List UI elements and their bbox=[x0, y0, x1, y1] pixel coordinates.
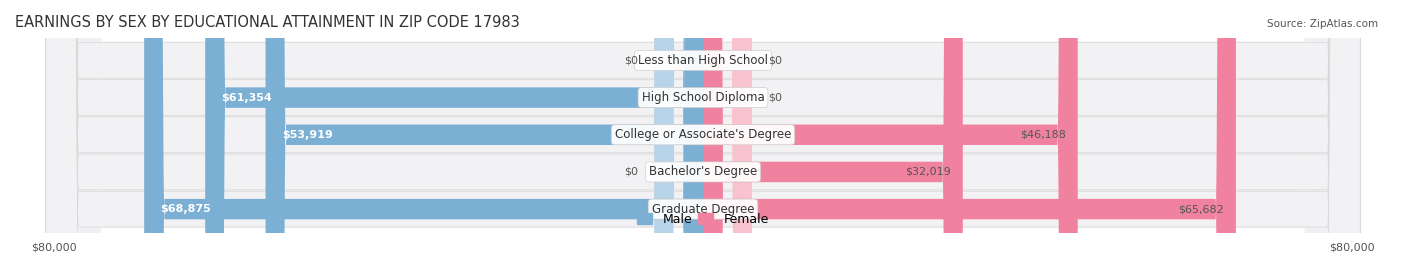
Text: $53,919: $53,919 bbox=[281, 130, 333, 140]
Text: $0: $0 bbox=[768, 55, 782, 65]
FancyBboxPatch shape bbox=[266, 0, 703, 268]
Text: $0: $0 bbox=[624, 167, 638, 177]
FancyBboxPatch shape bbox=[53, 0, 1353, 268]
FancyBboxPatch shape bbox=[205, 0, 703, 268]
Text: $68,875: $68,875 bbox=[160, 204, 211, 214]
Text: $61,354: $61,354 bbox=[222, 92, 273, 103]
FancyBboxPatch shape bbox=[654, 0, 703, 268]
FancyBboxPatch shape bbox=[53, 0, 1353, 268]
FancyBboxPatch shape bbox=[145, 0, 703, 268]
Text: High School Diploma: High School Diploma bbox=[641, 91, 765, 104]
Text: $65,682: $65,682 bbox=[1178, 204, 1223, 214]
Text: Graduate Degree: Graduate Degree bbox=[652, 203, 754, 216]
FancyBboxPatch shape bbox=[46, 0, 1360, 268]
FancyBboxPatch shape bbox=[46, 0, 1360, 268]
Text: $0: $0 bbox=[768, 92, 782, 103]
FancyBboxPatch shape bbox=[703, 0, 752, 268]
Text: Less than High School: Less than High School bbox=[638, 54, 768, 67]
FancyBboxPatch shape bbox=[46, 0, 1360, 268]
Text: $32,019: $32,019 bbox=[905, 167, 950, 177]
Text: College or Associate's Degree: College or Associate's Degree bbox=[614, 128, 792, 141]
FancyBboxPatch shape bbox=[703, 0, 1236, 268]
Text: $46,188: $46,188 bbox=[1019, 130, 1066, 140]
FancyBboxPatch shape bbox=[53, 0, 1353, 268]
Text: Bachelor's Degree: Bachelor's Degree bbox=[650, 165, 756, 178]
FancyBboxPatch shape bbox=[654, 0, 703, 268]
Text: EARNINGS BY SEX BY EDUCATIONAL ATTAINMENT IN ZIP CODE 17983: EARNINGS BY SEX BY EDUCATIONAL ATTAINMEN… bbox=[15, 15, 520, 30]
FancyBboxPatch shape bbox=[703, 0, 963, 268]
Text: Source: ZipAtlas.com: Source: ZipAtlas.com bbox=[1267, 19, 1378, 29]
FancyBboxPatch shape bbox=[53, 0, 1353, 268]
Legend: Male, Female: Male, Female bbox=[633, 208, 773, 231]
FancyBboxPatch shape bbox=[46, 0, 1360, 268]
FancyBboxPatch shape bbox=[703, 0, 1078, 268]
FancyBboxPatch shape bbox=[46, 0, 1360, 268]
FancyBboxPatch shape bbox=[703, 0, 752, 268]
Text: $0: $0 bbox=[624, 55, 638, 65]
FancyBboxPatch shape bbox=[53, 0, 1353, 268]
